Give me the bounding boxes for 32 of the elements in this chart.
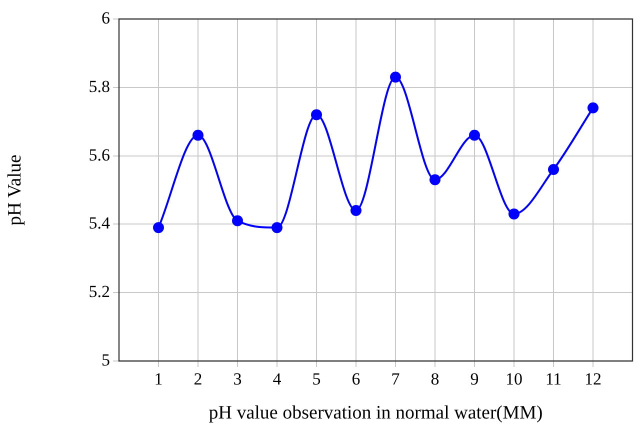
x-tick-label: 5 <box>312 370 321 389</box>
point <box>588 102 598 114</box>
x-axis-title: pH value observation in normal water(MM) <box>208 402 543 424</box>
x-tick-label: 6 <box>352 370 360 389</box>
point <box>272 222 282 234</box>
x-tick-label: 4 <box>272 370 282 389</box>
y-tick-label: 5 <box>102 350 110 370</box>
x-tick-label: 1 <box>154 370 163 389</box>
y-tick-label: 5.6 <box>88 145 110 164</box>
x-tick-label: 9 <box>470 370 479 389</box>
point <box>390 72 401 83</box>
point <box>311 109 322 120</box>
point <box>508 208 520 220</box>
point <box>469 130 480 141</box>
y-tick-label: 6 <box>102 8 110 28</box>
point <box>153 222 164 234</box>
x-tick-label: 12 <box>584 370 602 389</box>
x-tick-label: 2 <box>194 370 202 389</box>
x-tick-label: 8 <box>430 370 440 389</box>
point <box>350 205 362 216</box>
point <box>430 174 440 186</box>
x-tick-label: 11 <box>545 370 562 389</box>
y-tick-label: 5.8 <box>88 76 110 96</box>
y-tick-label: 5.2 <box>88 282 110 302</box>
y-axis-title: pH Value <box>4 154 26 226</box>
x-tick-label: 3 <box>233 370 242 389</box>
x-tick-label: 7 <box>391 370 400 389</box>
point <box>192 130 204 141</box>
x-tick-label: 10 <box>506 370 522 389</box>
y-tick-label: 5.4 <box>88 214 110 233</box>
point <box>232 215 243 226</box>
point <box>548 164 559 175</box>
